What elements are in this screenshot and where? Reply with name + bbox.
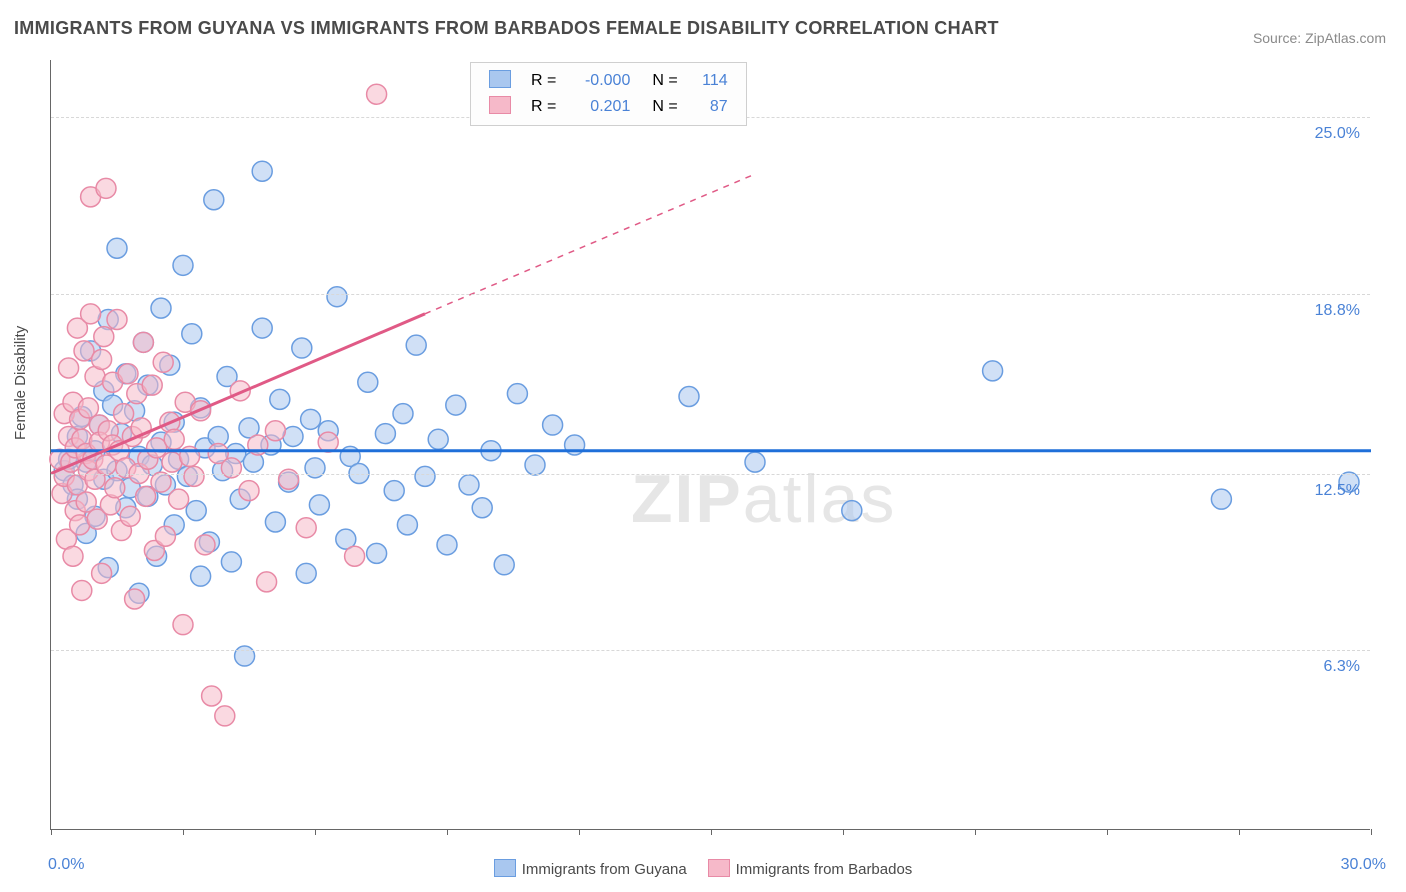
gridline bbox=[51, 474, 1370, 475]
y-tick-label: 18.8% bbox=[1315, 302, 1360, 320]
chart-title: IMMIGRANTS FROM GUYANA VS IMMIGRANTS FRO… bbox=[14, 18, 999, 39]
source-label: Source: ZipAtlas.com bbox=[1253, 30, 1386, 46]
x-tick bbox=[975, 829, 976, 835]
chart-plot-area: ZIPatlas 6.3%12.5%18.8%25.0% bbox=[50, 60, 1370, 830]
y-tick-label: 6.3% bbox=[1324, 658, 1360, 676]
legend-row: R =-0.000N =114 bbox=[483, 69, 734, 93]
x-tick bbox=[843, 829, 844, 835]
bottom-legend: Immigrants from Guyana Immigrants from B… bbox=[0, 859, 1406, 878]
gridline bbox=[51, 294, 1370, 295]
legend-table: R =-0.000N =114R =0.201N =87 bbox=[481, 67, 736, 121]
x-tick bbox=[1371, 829, 1372, 835]
y-tick-label: 25.0% bbox=[1315, 125, 1360, 143]
y-tick-label: 12.5% bbox=[1315, 482, 1360, 500]
correlation-legend: R =-0.000N =114R =0.201N =87 bbox=[470, 62, 747, 126]
x-tick bbox=[315, 829, 316, 835]
x-tick bbox=[711, 829, 712, 835]
legend-row: R =0.201N =87 bbox=[483, 95, 734, 119]
x-tick bbox=[1239, 829, 1240, 835]
x-tick bbox=[1107, 829, 1108, 835]
scatter-svg bbox=[51, 60, 1370, 829]
gridline bbox=[51, 650, 1370, 651]
x-tick bbox=[183, 829, 184, 835]
x-tick bbox=[579, 829, 580, 835]
x-tick bbox=[51, 829, 52, 835]
y-axis-title: Female Disability bbox=[12, 326, 29, 440]
x-tick bbox=[447, 829, 448, 835]
